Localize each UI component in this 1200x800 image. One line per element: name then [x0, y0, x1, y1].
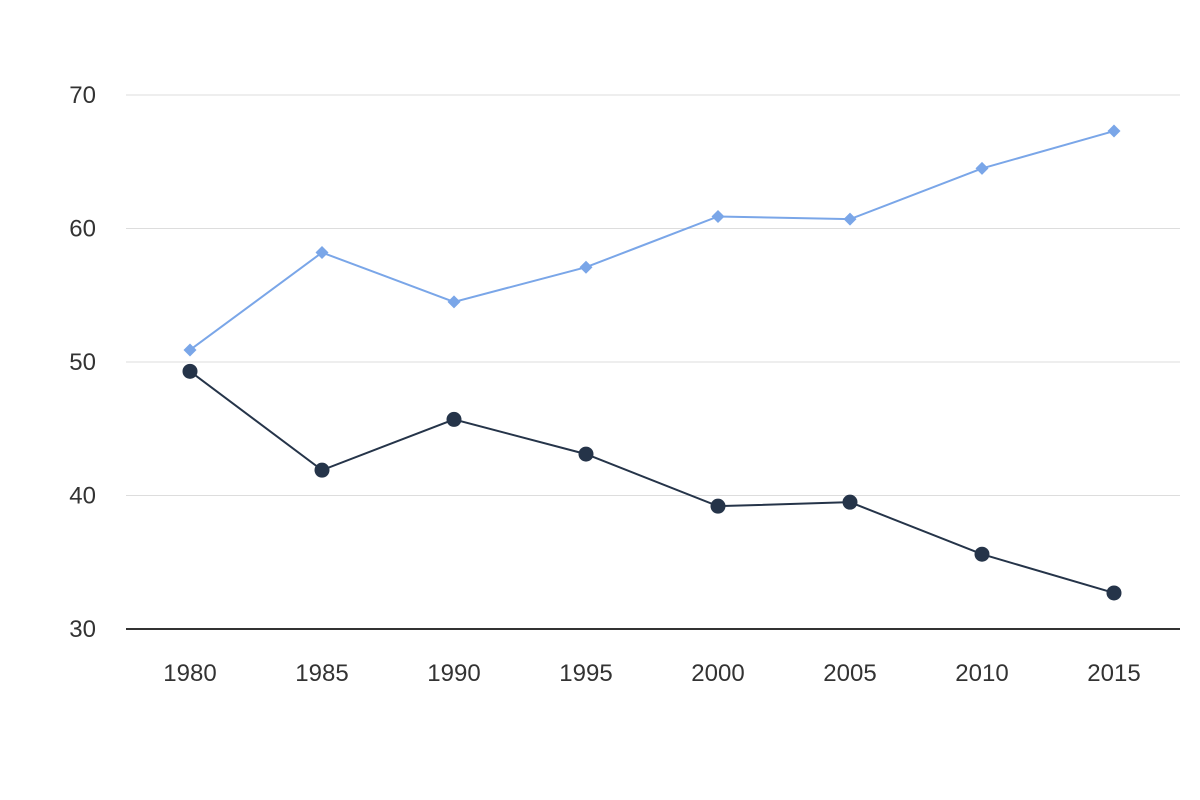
y-tick-label: 70: [69, 82, 96, 109]
y-tick-label: 30: [69, 616, 96, 643]
data-point-diamond: [975, 161, 989, 175]
series-line: [189, 370, 1115, 594]
data-point-circle: [1106, 585, 1122, 601]
data-point-diamond: [579, 260, 593, 274]
x-tick-label: 1995: [559, 660, 612, 687]
data-point-diamond: [711, 209, 725, 223]
x-tick-label: 2005: [823, 660, 876, 687]
data-point-circle: [710, 498, 726, 514]
data-point-diamond: [1107, 124, 1121, 138]
data-point-diamond: [843, 212, 857, 226]
data-point-circle: [974, 546, 990, 562]
series-layer: [182, 124, 1122, 601]
x-tick-label: 2010: [955, 660, 1008, 687]
x-tick-label: 1985: [295, 660, 348, 687]
series-2: [182, 363, 1122, 601]
data-point-diamond: [447, 295, 461, 309]
y-tick-label: 60: [69, 216, 96, 243]
data-point-circle: [314, 462, 330, 478]
data-point-circle: [842, 494, 858, 510]
data-point-diamond: [183, 343, 197, 357]
x-tick-label: 2015: [1087, 660, 1140, 687]
data-point-circle: [578, 446, 594, 462]
data-point-circle: [182, 363, 198, 379]
x-tick-label: 2000: [691, 660, 744, 687]
x-tick-label: 1990: [427, 660, 480, 687]
data-point-circle: [446, 411, 462, 427]
x-tick-label: 1980: [163, 660, 216, 687]
series-line: [189, 130, 1115, 351]
data-point-diamond: [315, 246, 329, 260]
y-tick-label: 40: [69, 483, 96, 510]
series-1: [183, 124, 1121, 357]
y-axis-tick-labels: 30 40 50 60 70: [69, 82, 96, 643]
x-axis-tick-labels: 1980 1985 1990 1995 2000 2005 2010 2015: [163, 660, 1140, 687]
y-tick-label: 50: [69, 349, 96, 376]
grid-lines: [126, 94, 1180, 496]
